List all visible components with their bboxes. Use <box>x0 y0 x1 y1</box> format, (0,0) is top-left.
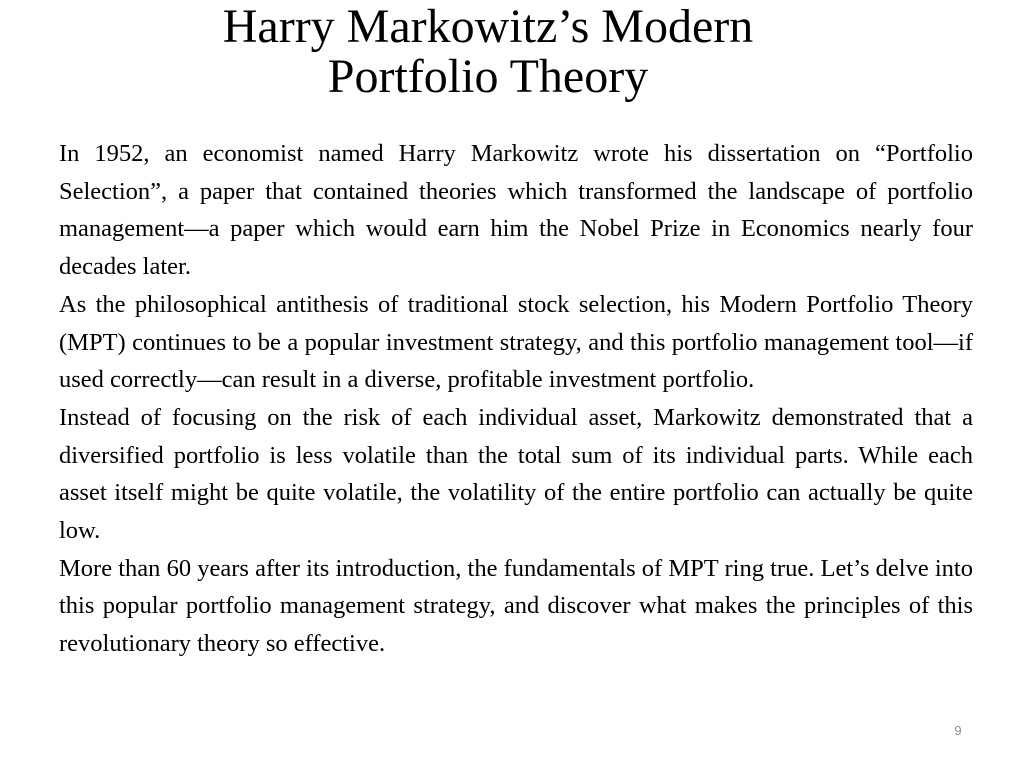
slide-body: In 1952, an economist named Harry Markow… <box>59 135 973 663</box>
page-number: 9 <box>954 723 962 738</box>
paragraph-mpt-strategy: As the philosophical antithesis of tradi… <box>59 290 973 394</box>
slide-title-line-1: Harry Markowitz’s Modern <box>222 0 754 53</box>
paragraph-mpt-today: More than 60 years after its introductio… <box>59 554 973 658</box>
slide-title-line-2: Portfolio Theory <box>327 50 649 103</box>
slide-title: Harry Markowitz’s Modern Portfolio Theor… <box>0 2 976 102</box>
paragraph-markowitz-dissertation: In 1952, an economist named Harry Markow… <box>59 140 973 281</box>
paragraph-diversification: Instead of focusing on the risk of each … <box>59 403 973 545</box>
